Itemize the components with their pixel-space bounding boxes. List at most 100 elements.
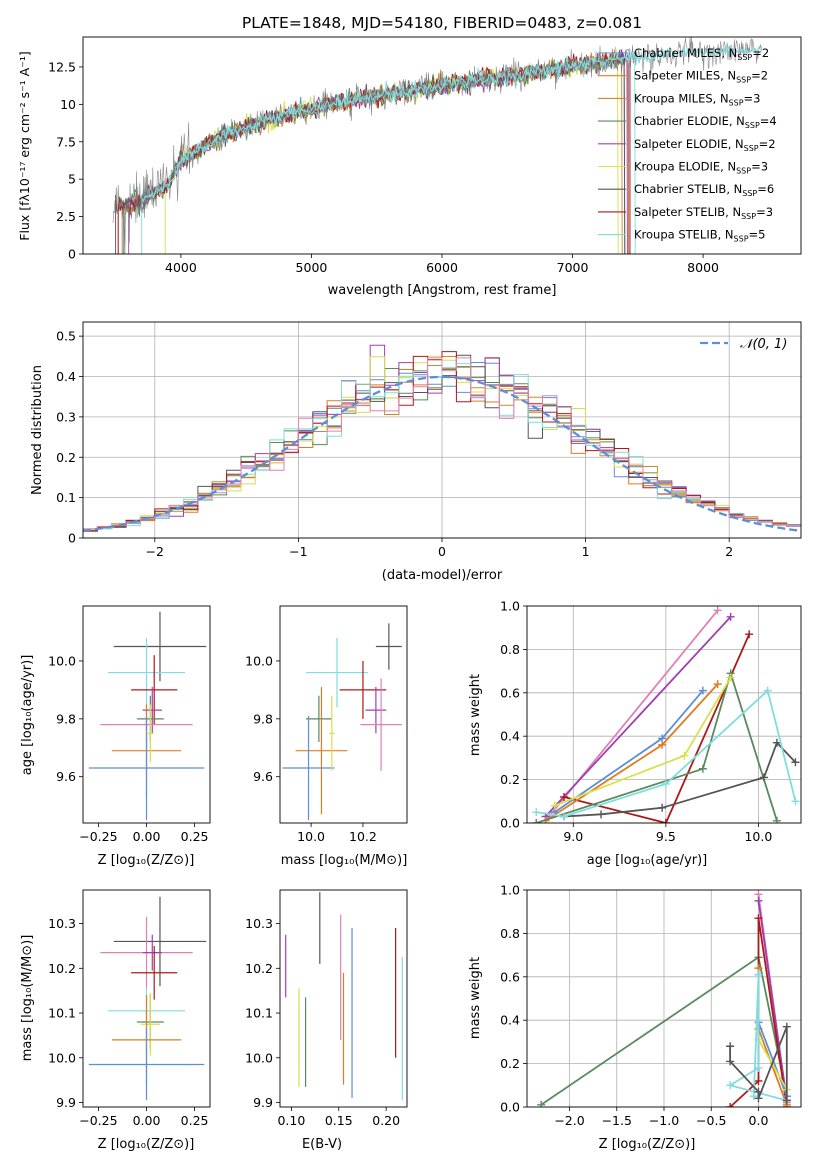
weight-vs-z-xlabel: Z [log₁₀(Z/Z⊙)]	[599, 1137, 696, 1152]
spectrum-xtick-label: 4000	[165, 260, 197, 275]
mass-vs-ebv-ytick-label: 10.1	[245, 1006, 273, 1021]
weight-vs-z-marker-chabrier_stelib	[782, 1022, 791, 1031]
residuals-frame	[82, 321, 802, 539]
mass-vs-z-ytick-label: 10.2	[48, 961, 76, 976]
spectrum-title: PLATE=1848, MJD=54180, FIBERID=0483, z=0…	[242, 14, 642, 32]
weight-vs-age-ytick-label: 1.0	[500, 599, 520, 614]
age-vs-z-xtick-label: −0.25	[79, 829, 117, 844]
weight-vs-z-ytick-label: 0.6	[500, 969, 520, 984]
spectrum-ytick-label: 10	[60, 97, 76, 112]
mass-vs-ebv-xtick-label: 0.15	[325, 1113, 353, 1128]
weight-vs-z-ytick-label: 0.8	[500, 926, 520, 941]
weight-vs-z-ytick-label: 0.0	[500, 1100, 520, 1115]
mass-vs-z-panel: −0.25 0.00 0.25 9.9 10.0 10.1 10.2 10.3 Z [log₁…	[20, 889, 211, 1152]
spectrum-xtick-label: 8000	[687, 260, 719, 275]
mass-vs-ebv-marks	[285, 892, 403, 1101]
age-vs-mass-ytick-label: 9.6	[253, 769, 273, 784]
weight-vs-z-marker-chabrier_stelib	[754, 1094, 763, 1103]
spectrum-xtick-label: 6000	[426, 260, 458, 275]
weight-vs-age-marker-kroupa_stelib	[560, 812, 569, 821]
weight-vs-age-xtick-label: 9.0	[563, 829, 583, 844]
residuals-ylabel: Normed distribution	[30, 365, 45, 495]
weight-vs-z-ytick-label: 1.0	[500, 883, 520, 898]
mass-vs-ebv-ytick-label: 10.3	[245, 916, 273, 931]
residuals-xtick-label: 0	[438, 544, 446, 559]
age-vs-z-xtick-label: 0.00	[133, 829, 161, 844]
mass-vs-z-xlabel: Z [log₁₀(Z/Z⊙)]	[98, 1137, 195, 1152]
legend-label-kroupa_stelib: Kroupa STELIB, NSSP=5	[634, 228, 765, 244]
weight-vs-age-ytick-label: 0.0	[500, 816, 520, 831]
weight-vs-z-marker-kroupa_stelib	[749, 1092, 758, 1101]
weight-vs-age-ytick-label: 0.6	[500, 685, 520, 700]
normal-curve	[83, 375, 801, 533]
residuals-xtick-label: 2	[725, 544, 733, 559]
mass-vs-z-ytick-label: 10.1	[48, 1006, 76, 1021]
mass-vs-ebv-axes: 0.10 0.15 0.20 9.9 10.0 10.1 10.2 10.3	[245, 889, 408, 1128]
weight-vs-z-axes: −2.0 −1.5 −1.0 −0.5 0.0 0.0 0.2 0.4 0.6 0.8 1.0	[500, 883, 802, 1128]
spectrum-xtick-label: 7000	[557, 260, 589, 275]
residuals-ytick-label: 0.3	[56, 409, 76, 424]
residuals-xtick-label: −1	[289, 544, 307, 559]
residuals-ytick-label: 0.2	[56, 450, 76, 465]
weight-vs-age-marks	[532, 606, 800, 823]
weight-vs-age-marker-chabrier_stelib	[791, 758, 800, 767]
weight-vs-z-marker-salpeter_elodie	[754, 896, 763, 905]
age-vs-mass-xtick-label: 10.2	[349, 829, 377, 844]
spectrum-ytick-label: 12.5	[48, 59, 76, 74]
weight-vs-age-marker-chabrier_elodie	[698, 764, 707, 773]
residuals-legend: 𝒩(0, 1)	[700, 337, 787, 352]
weight-vs-age-marker-kroupa_elodie	[680, 751, 689, 760]
weight-vs-z-marker-salpeter_stelib	[726, 1103, 735, 1107]
spectrum-plot-area: 4000 5000 6000 7000 8000 0 2.5 5 7.5 10 12.5 Chabri…	[48, 36, 802, 275]
weight-vs-z-xtick-label: −1.0	[649, 1113, 679, 1128]
legend-label-normal: 𝒩(0, 1)	[740, 337, 787, 352]
age-vs-z-ytick-label: 9.6	[56, 769, 76, 784]
weight-vs-age-marker-kroupa_stelib	[532, 808, 541, 817]
mass-vs-ebv-xtick-label: 0.20	[372, 1113, 400, 1128]
mass-vs-ebv-frame	[279, 889, 408, 1108]
residuals-ytick-label: 0.1	[56, 490, 76, 505]
mass-vs-z-marks	[88, 896, 207, 1101]
mass-vs-ebv-xtick-label: 0.10	[277, 1113, 305, 1128]
age-vs-z-ylabel: age [log₁₀(age/yr)]	[20, 655, 35, 776]
spectrum-frame	[82, 36, 802, 255]
mass-vs-z-ytick-label: 10.0	[48, 1050, 76, 1065]
weight-vs-age-plot-area: 9.0 9.5 10.0 0.0 0.2 0.4 0.6 0.8 1.0	[500, 599, 802, 844]
spectrum-xlabel: wavelength [Angstrom, rest frame]	[328, 283, 557, 298]
weight-vs-age-line-chabrier_stelib	[563, 741, 797, 818]
spectrum-ytick-label: 5	[68, 172, 76, 187]
mass-vs-ebv-ytick-label: 9.9	[253, 1095, 273, 1110]
weight-vs-z-frame	[526, 889, 802, 1108]
mass-vs-z-frame	[82, 889, 211, 1108]
legend-label-salpeter_stelib: Salpeter STELIB, NSSP=3	[634, 205, 773, 221]
residuals-panel: −2 −1 0 1 2 0 0.1 0.2 0.3 0.4 0.5 𝒩(0, 1) (data-mod…	[30, 321, 802, 583]
age-vs-z-xtick-label: 0.25	[181, 829, 209, 844]
weight-vs-age-line-salpeter_elodie	[544, 616, 732, 818]
mass-vs-ebv-ytick-label: 10.0	[245, 1050, 273, 1065]
weight-vs-z-ylabel: mass weight	[468, 957, 483, 1039]
legend-label-kroupa_elodie: Kroupa ELODIE, NSSP=3	[634, 160, 768, 176]
weight-vs-z-marker-chabrier_elodie	[537, 1100, 546, 1107]
residuals-axes: −2 −1 0 1 2 0 0.1 0.2 0.3 0.4 0.5	[56, 321, 802, 559]
weight-vs-age-ytick-label: 0.2	[500, 772, 520, 787]
weight-vs-age-marker-kroupa_elodie	[550, 801, 559, 810]
spectrum-marks	[112, 37, 763, 254]
weight-vs-age-marker-pink	[713, 606, 722, 615]
weight-vs-age-line-chabrier_elodie	[536, 670, 778, 823]
age-vs-mass-plot-area: 10.0 10.2 9.6 9.8 10.0	[245, 605, 408, 844]
weight-vs-z-marker-kroupa_stelib	[754, 970, 763, 979]
mass-vs-z-ylabel: mass [log₁₀(M/M⊙)]	[20, 935, 35, 1062]
residuals-ytick-label: 0.5	[56, 329, 76, 344]
spectrum-model-kroupa-stelib-top	[141, 44, 763, 204]
spectrum-xtick-label: 5000	[296, 260, 328, 275]
legend-label-salpeter_miles: Salpeter MILES, NSSP=2	[634, 69, 768, 85]
weight-vs-z-marker-kroupa_stelib	[754, 1063, 763, 1072]
weight-vs-age-marker-chabrier_elodie	[772, 816, 781, 823]
spectrum-ytick-label: 7.5	[56, 134, 76, 149]
weight-vs-age-xtick-label: 9.5	[656, 829, 676, 844]
spectrum-ylabel: Flux [fλ10⁻¹⁷ erg cm⁻² s⁻¹ A⁻¹]	[17, 51, 32, 240]
weight-vs-age-marker-kroupa_stelib	[791, 797, 800, 806]
weight-vs-age-axes: 9.0 9.5 10.0 0.0 0.2 0.4 0.6 0.8 1.0	[500, 599, 802, 844]
